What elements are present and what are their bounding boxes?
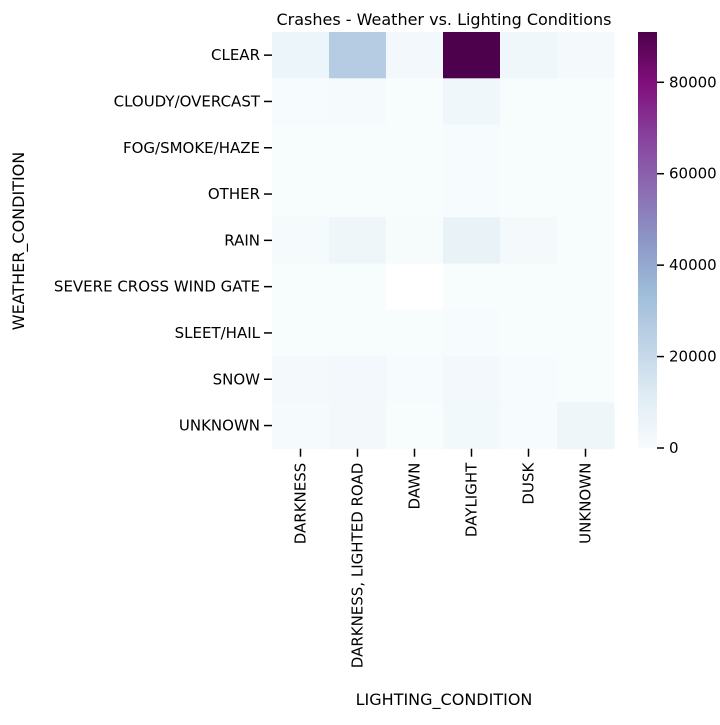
colorbar-tick-label: 80000 xyxy=(669,73,717,91)
heatmap-cell-r3-c1 xyxy=(329,170,387,218)
heatmap-cell-r8-c5 xyxy=(557,402,615,450)
heatmap-cell-r7-c1 xyxy=(329,356,387,403)
heatmap-cell-r4-c1 xyxy=(329,217,387,264)
x-tick-label: DARKNESS xyxy=(292,463,310,545)
heatmap-cell-r4-c0 xyxy=(272,217,330,264)
heatmap-cell-r2-c2 xyxy=(386,124,444,172)
y-tick-label: RAIN xyxy=(224,231,260,249)
heatmap-cell-r6-c3 xyxy=(443,309,501,357)
heatmap-cell-r3-c2 xyxy=(386,170,444,218)
heatmap-cell-r7-c0 xyxy=(272,356,330,403)
heatmap-cell-r5-c1 xyxy=(329,263,387,311)
x-tick-label: DUSK xyxy=(520,462,538,505)
heatmap-cell-r3-c0 xyxy=(272,170,330,218)
heatmap-cell-r8-c4 xyxy=(500,402,558,450)
heatmap-cell-r7-c2 xyxy=(386,356,444,403)
heatmap-cell-r1-c1 xyxy=(329,78,387,126)
y-tick-label: CLOUDY/OVERCAST xyxy=(114,92,261,110)
heatmap-cell-r5-c5 xyxy=(557,263,615,311)
heatmap-cell-r5-c4 xyxy=(500,263,558,311)
colorbar-ticks: 0 20000 40000 60000 80000 xyxy=(657,73,717,457)
heatmap-cell-r0-c1 xyxy=(329,32,387,79)
heatmap-cell-r6-c5 xyxy=(557,309,615,357)
y-tick-label: CLEAR xyxy=(211,46,260,64)
x-tick-label: UNKNOWN xyxy=(577,463,595,544)
colorbar-tick-label: 20000 xyxy=(669,348,717,366)
heatmap-cell-r5-c0 xyxy=(272,263,330,311)
heatmap-cell-r4-c5 xyxy=(557,217,615,264)
heatmap-cell-r6-c1 xyxy=(329,309,387,357)
chart-title: Crashes - Weather vs. Lighting Condition… xyxy=(276,10,611,29)
colorbar-tick-label: 60000 xyxy=(669,165,717,183)
colorbar-tick-label: 40000 xyxy=(669,256,717,274)
heatmap-cell-r4-c3 xyxy=(443,217,501,264)
y-axis-label: WEATHER_CONDITION xyxy=(9,152,29,331)
y-tick-label: UNKNOWN xyxy=(179,417,260,435)
y-tick-label: FOG/SMOKE/HAZE xyxy=(123,139,260,157)
heatmap-cell-r8-c2 xyxy=(386,402,444,450)
heatmap-cell-r8-c3 xyxy=(443,402,501,450)
x-axis-label: LIGHTING_CONDITION xyxy=(356,690,533,710)
heatmap-cells xyxy=(272,32,615,450)
heatmap-cell-r7-c5 xyxy=(557,356,615,403)
y-tick-label: OTHER xyxy=(208,185,260,203)
heatmap-cell-r3-c5 xyxy=(557,170,615,218)
heatmap-cell-r1-c3 xyxy=(443,78,501,126)
heatmap-cell-r6-c2 xyxy=(386,309,444,357)
heatmap-cell-r4-c2 xyxy=(386,217,444,264)
colorbar-tick-label: 0 xyxy=(669,439,679,457)
heatmap-cell-r0-c4 xyxy=(500,32,558,79)
y-axis: CLEAR CLOUDY/OVERCAST FOG/SMOKE/HAZE OTHER R… xyxy=(54,46,272,435)
heatmap-cell-r8-c1 xyxy=(329,402,387,450)
heatmap-cell-r7-c4 xyxy=(500,356,558,403)
heatmap-cell-r8-c0 xyxy=(272,402,330,450)
y-tick-label: SLEET/HAIL xyxy=(175,324,261,342)
x-tick-label: DAWN xyxy=(406,463,424,510)
heatmap-cell-r2-c5 xyxy=(557,124,615,172)
heatmap-cell-r2-c3 xyxy=(443,124,501,172)
heatmap-cell-r5-c2 xyxy=(386,263,444,311)
heatmap-cell-r0-c3 xyxy=(443,32,501,79)
heatmap-cell-r3-c3 xyxy=(443,170,501,218)
x-tick-label: DARKNESS, LIGHTED ROAD xyxy=(349,463,367,669)
x-axis: DARKNESS DARKNESS, LIGHTED ROAD DAWN DAYLIG… xyxy=(292,448,595,669)
y-tick-label: SEVERE CROSS WIND GATE xyxy=(54,278,260,296)
heatmap-cell-r6-c4 xyxy=(500,309,558,357)
heatmap-cell-r6-c0 xyxy=(272,309,330,357)
y-tick-label: SNOW xyxy=(213,370,261,388)
heatmap-cell-r3-c4 xyxy=(500,170,558,218)
heatmap-cell-r2-c4 xyxy=(500,124,558,172)
heatmap-cell-r5-c3 xyxy=(443,263,501,311)
heatmap-cell-r1-c0 xyxy=(272,78,330,126)
heatmap-cell-r4-c4 xyxy=(500,217,558,264)
heatmap-cell-r1-c4 xyxy=(500,78,558,126)
heatmap-cell-r2-c1 xyxy=(329,124,387,172)
colorbar xyxy=(638,32,657,448)
x-tick-label: DAYLIGHT xyxy=(463,462,481,537)
heatmap-cell-r0-c5 xyxy=(557,32,615,79)
heatmap-cell-r1-c2 xyxy=(386,78,444,126)
heatmap-cell-r7-c3 xyxy=(443,356,501,403)
heatmap-cell-r2-c0 xyxy=(272,124,330,172)
heatmap-cell-r0-c2 xyxy=(386,32,444,79)
heatmap-cell-r0-c0 xyxy=(272,32,330,79)
heatmap-cell-r1-c5 xyxy=(557,78,615,126)
